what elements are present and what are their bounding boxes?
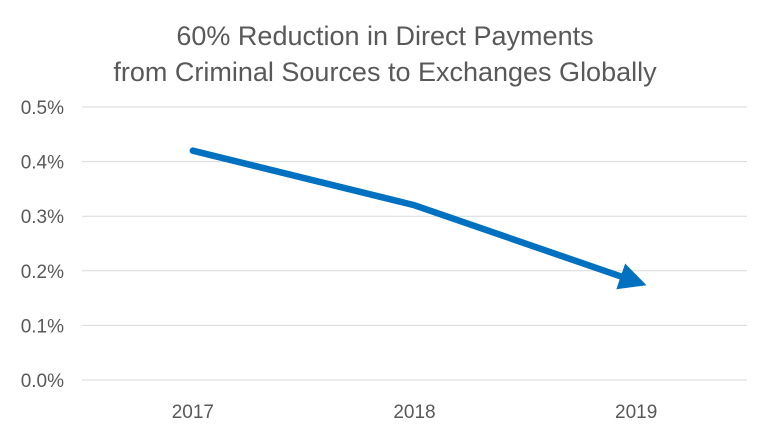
x-tick-label: 2017 xyxy=(172,402,214,423)
y-tick-label: 0.0% xyxy=(21,371,64,392)
chart-title: 60% Reduction in Direct Payments from Cr… xyxy=(0,18,770,90)
chart-title-line-2: from Criminal Sources to Exchanges Globa… xyxy=(113,57,657,87)
y-tick-label: 0.1% xyxy=(21,316,64,337)
x-tick-label: 2019 xyxy=(615,402,657,423)
series-line xyxy=(189,147,647,290)
chart-title-line-1: 60% Reduction in Direct Payments xyxy=(176,21,594,51)
y-tick-label: 0.4% xyxy=(21,153,64,174)
x-tick-label: 2018 xyxy=(393,402,435,423)
y-tick-label: 0.2% xyxy=(21,262,64,283)
y-tick-label: 0.5% xyxy=(21,98,64,119)
y-tick-label: 0.3% xyxy=(21,207,64,228)
